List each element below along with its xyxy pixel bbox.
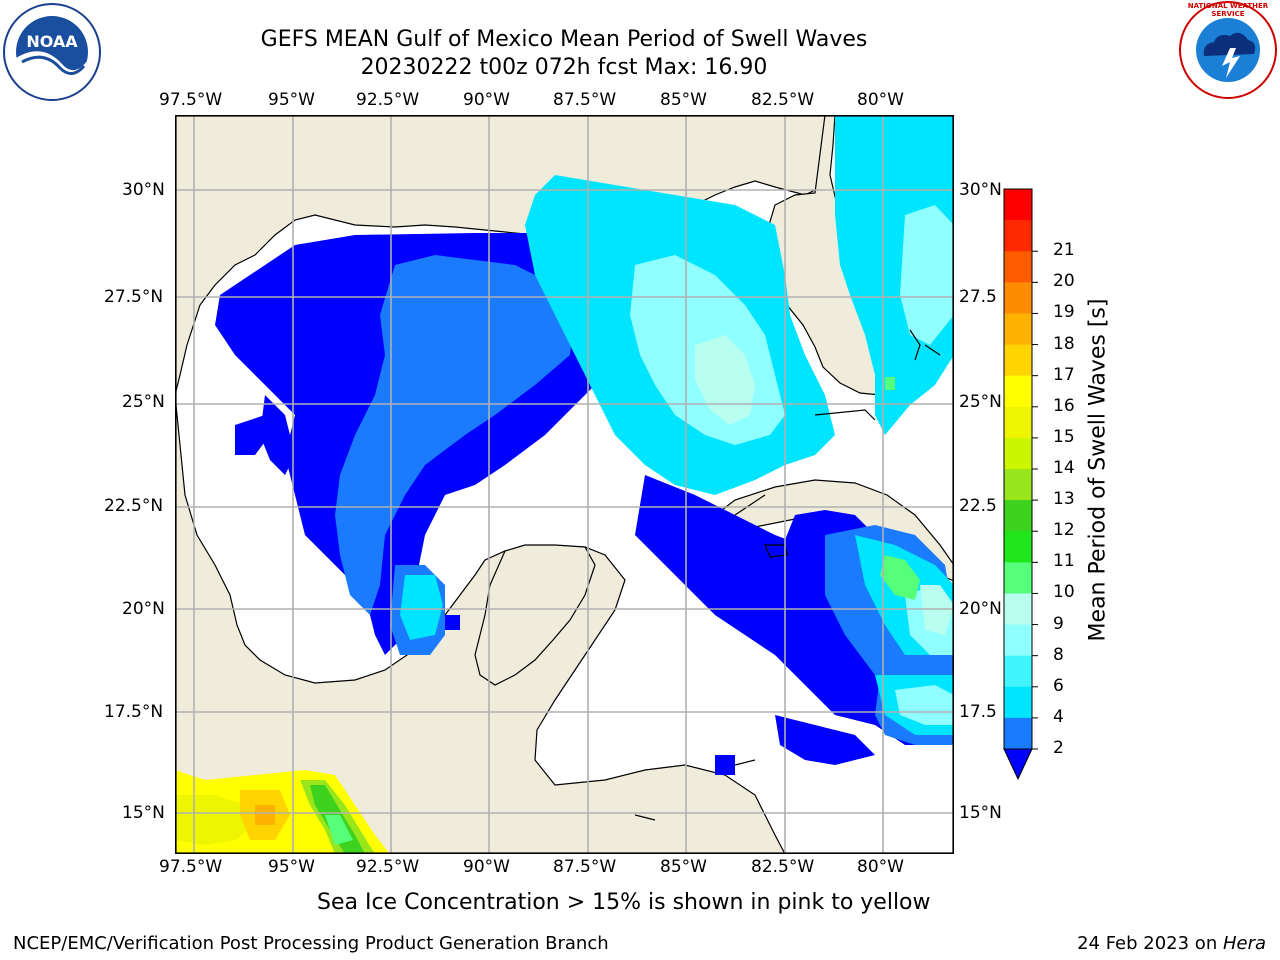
field-caribbean-warm <box>175 770 390 854</box>
colorbar-tick-label: 18 <box>1053 333 1075 354</box>
colorbar-bin <box>1004 500 1032 532</box>
colorbar-bin <box>1004 469 1032 501</box>
chart-title-line1: GEFS MEAN Gulf of Mexico Mean Period of … <box>260 27 868 52</box>
colorbar-bin <box>1004 220 1032 252</box>
noaa-logo: NOAA <box>2 2 102 102</box>
field-9s <box>695 335 954 635</box>
colorbar-tick-label: 11 <box>1053 551 1075 572</box>
colorbar-tick-label: 20 <box>1053 271 1075 292</box>
colorbar-bin <box>1004 624 1032 657</box>
colorbar-bin <box>1004 655 1032 688</box>
map-plot <box>175 115 954 854</box>
lat-label-left: 17.5°N <box>104 702 164 722</box>
colorbar-tick-label: 4 <box>1053 706 1064 727</box>
colorbar-bin <box>1004 375 1032 408</box>
colorbar-bin <box>1004 531 1032 563</box>
colorbar-bin <box>1004 344 1032 377</box>
lat-label-right: 15°N <box>959 803 1002 823</box>
colorbar-tick-label: 15 <box>1053 426 1075 447</box>
lat-label-left: 25°N <box>122 392 165 412</box>
lon-label-bottom: 97.5°W <box>159 857 223 877</box>
noaa-logo-text: NOAA <box>26 32 78 51</box>
chart-title-line2: 20230222 t00z 072h fcst Max: 16.90 <box>360 55 768 80</box>
colorbar-under-arrow <box>1003 748 1033 781</box>
lon-label-top: 90°W <box>463 90 510 110</box>
lat-label-right: 22.5 <box>959 496 997 516</box>
colorbar-tick-label: 14 <box>1053 458 1075 478</box>
field-10s <box>880 377 920 600</box>
lon-label-top: 95°W <box>268 90 315 110</box>
colorbar-tick-label: 17 <box>1053 364 1075 385</box>
colorbar-tick-label: 10 <box>1053 582 1075 603</box>
lon-label-bottom: 95°W <box>268 857 315 877</box>
footer-right: 24 Feb 2023 on Hera <box>1077 933 1266 954</box>
lon-label-top: 87.5°W <box>553 90 617 110</box>
colorbar-bin <box>1004 406 1032 439</box>
colorbar-label: Mean Period of Swell Waves [s] <box>1085 298 1111 642</box>
sea-ice-note: Sea Ice Concentration > 15% is shown in … <box>317 890 931 915</box>
colorbar-bin <box>1004 313 1032 346</box>
lat-label-right: 25°N <box>959 392 1002 412</box>
colorbar-tick-label: 9 <box>1053 613 1064 634</box>
land-yucatan <box>474 544 596 686</box>
footer-left: NCEP/EMC/Verification Post Processing Pr… <box>13 933 609 954</box>
lat-label-left: 15°N <box>122 803 165 823</box>
nws-logo-text: NATIONAL WEATHER SERVICE <box>1187 2 1269 18</box>
lat-label-left: 20°N <box>122 599 165 619</box>
footer-host: Hera <box>1222 933 1266 954</box>
lon-label-top: 97.5°W <box>159 90 223 110</box>
lat-label-left: 27.5°N <box>104 287 164 307</box>
colorbar <box>1003 188 1038 781</box>
lon-label-bottom: 87.5°W <box>553 857 617 877</box>
colorbar-bin <box>1004 282 1032 314</box>
nws-logo: NATIONAL WEATHER SERVICE <box>1178 0 1278 100</box>
map-frame <box>175 115 954 854</box>
lon-label-bottom: 92.5°W <box>356 857 420 877</box>
colorbar-tick-label: 13 <box>1053 489 1075 510</box>
lat-label-right: 17.5 <box>959 702 997 722</box>
lon-label-bottom: 90°W <box>463 857 510 877</box>
lat-label-left: 22.5°N <box>104 496 164 516</box>
lon-label-top: 92.5°W <box>356 90 420 110</box>
colorbar-bin <box>1004 189 1032 221</box>
lat-label-right: 30°N <box>959 180 1002 200</box>
lon-label-bottom: 82.5°W <box>751 857 815 877</box>
colorbar-tick-label: 2 <box>1053 738 1064 758</box>
colorbar-tick-label: 8 <box>1053 644 1064 665</box>
lat-label-right: 27.5 <box>959 287 997 307</box>
lon-label-bottom: 85°W <box>660 857 707 877</box>
colorbar-bin <box>1004 717 1032 750</box>
colorbar-bin <box>1004 686 1032 719</box>
colorbar-tick-label: 6 <box>1053 675 1064 696</box>
colorbar-bin <box>1004 593 1032 626</box>
lon-label-top: 82.5°W <box>751 90 815 110</box>
islands <box>634 329 941 821</box>
footer-date: 24 Feb 2023 on <box>1077 933 1223 954</box>
lon-label-top: 80°W <box>857 90 904 110</box>
lon-label-bottom: 80°W <box>857 857 904 877</box>
colorbar-bin <box>1004 562 1032 594</box>
lon-label-top: 85°W <box>660 90 707 110</box>
colorbar-tick-label: 12 <box>1053 520 1075 541</box>
colorbar-tick-label: 19 <box>1053 302 1075 323</box>
colorbar-bin <box>1004 251 1032 283</box>
graticule <box>175 115 954 854</box>
colorbar-tick-label: 16 <box>1053 395 1075 416</box>
colorbar-tick-label: 21 <box>1053 240 1075 261</box>
lat-label-right: 20°N <box>959 599 1002 619</box>
colorbar-bin <box>1004 437 1032 470</box>
lat-label-left: 30°N <box>122 180 165 200</box>
land-us-gulf-coast <box>175 115 826 396</box>
